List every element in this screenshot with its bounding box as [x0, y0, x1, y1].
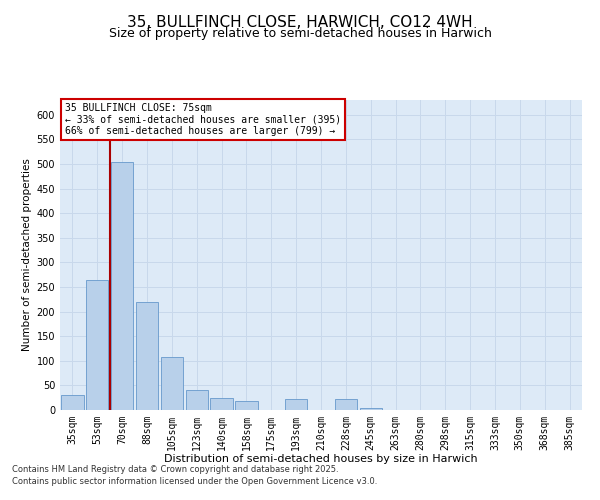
- Bar: [335, 399, 357, 410]
- Bar: [111, 162, 133, 410]
- Y-axis label: Number of semi-detached properties: Number of semi-detached properties: [22, 158, 32, 352]
- Bar: [86, 280, 109, 410]
- Text: Contains HM Land Registry data © Crown copyright and database right 2025.: Contains HM Land Registry data © Crown c…: [12, 466, 338, 474]
- X-axis label: Distribution of semi-detached houses by size in Harwich: Distribution of semi-detached houses by …: [164, 454, 478, 464]
- Bar: [185, 390, 208, 410]
- Bar: [235, 401, 257, 410]
- Text: 35 BULLFINCH CLOSE: 75sqm
← 33% of semi-detached houses are smaller (395)
66% of: 35 BULLFINCH CLOSE: 75sqm ← 33% of semi-…: [65, 103, 341, 136]
- Text: Contains public sector information licensed under the Open Government Licence v3: Contains public sector information licen…: [12, 477, 377, 486]
- Bar: [61, 395, 83, 410]
- Bar: [211, 398, 233, 410]
- Bar: [136, 302, 158, 410]
- Bar: [359, 408, 382, 410]
- Bar: [161, 357, 183, 410]
- Text: 35, BULLFINCH CLOSE, HARWICH, CO12 4WH: 35, BULLFINCH CLOSE, HARWICH, CO12 4WH: [127, 15, 473, 30]
- Text: Size of property relative to semi-detached houses in Harwich: Size of property relative to semi-detach…: [109, 28, 491, 40]
- Bar: [285, 399, 307, 410]
